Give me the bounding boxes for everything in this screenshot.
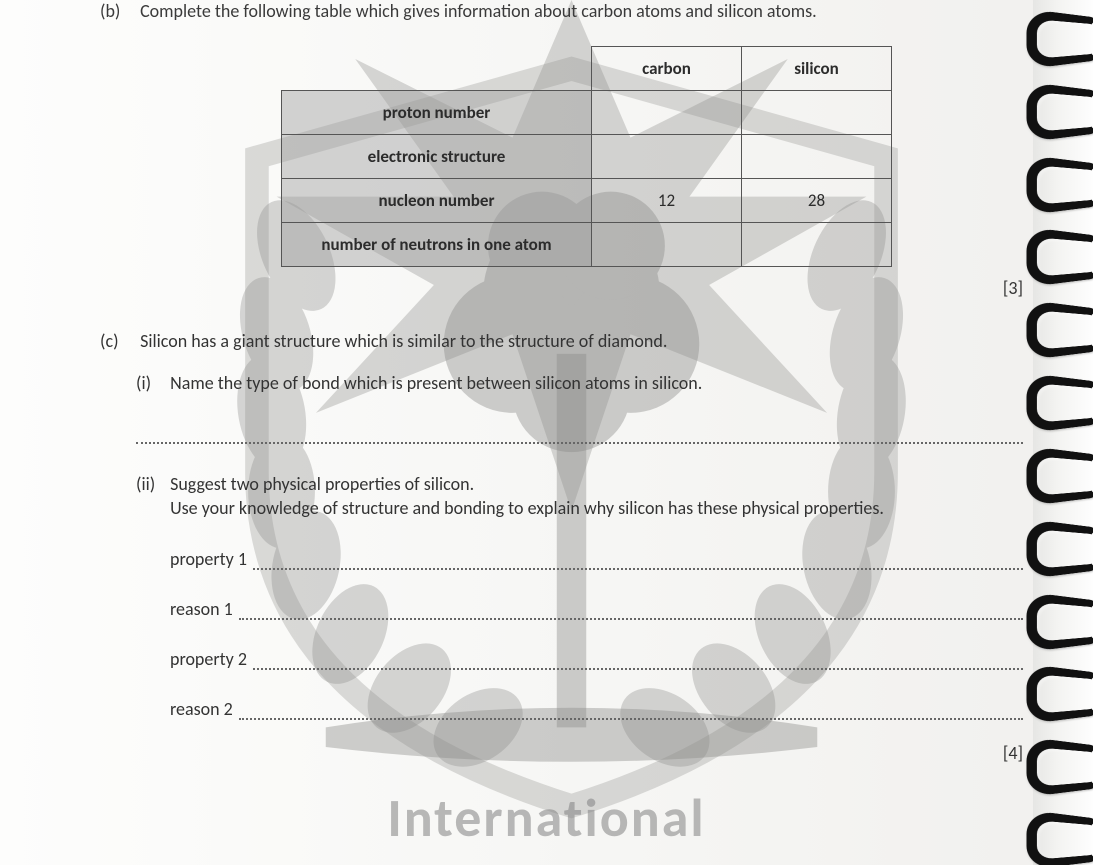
col-silicon: silicon bbox=[742, 47, 892, 91]
binding-ring bbox=[1043, 8, 1093, 56]
binding-ring bbox=[1043, 736, 1093, 784]
binding-ring bbox=[1043, 445, 1093, 493]
row-proton-number: proton number bbox=[282, 91, 592, 135]
part-c-prompt: (c) Silicon has a giant structure which … bbox=[100, 329, 1073, 353]
reason-2-label: reason 2 bbox=[170, 698, 233, 720]
part-b-label: (b) bbox=[100, 0, 136, 22]
part-c-label: (c) bbox=[100, 329, 136, 353]
binding-ring bbox=[1043, 663, 1093, 711]
table-row: nucleon number 12 28 bbox=[282, 179, 892, 223]
cell-neutrons-silicon[interactable] bbox=[742, 223, 892, 267]
cell-proton-silicon[interactable] bbox=[742, 91, 892, 135]
part-b-text: Complete the following table which gives… bbox=[140, 0, 817, 22]
cell-nucleon-carbon: 12 bbox=[592, 179, 742, 223]
part-c-ii-line1: Suggest two physical properties of silic… bbox=[170, 473, 474, 495]
cell-neutrons-carbon[interactable] bbox=[592, 223, 742, 267]
reason-1-label: reason 1 bbox=[170, 598, 233, 620]
property-1-line[interactable]: property 1 bbox=[170, 548, 1023, 570]
binding-ring bbox=[1043, 372, 1093, 420]
part-c-text: Silicon has a giant structure which is s… bbox=[140, 330, 667, 352]
table-row: electronic structure bbox=[282, 135, 892, 179]
part-c-i-prompt: (i) Name the type of bond which is prese… bbox=[136, 371, 1073, 395]
reason-2-line[interactable]: reason 2 bbox=[170, 698, 1023, 720]
property-2-label: property 2 bbox=[170, 648, 247, 670]
part-c-i-answer-line[interactable]: [1] bbox=[136, 418, 1023, 444]
part-c-ii-marks: [4] bbox=[100, 742, 1023, 764]
binding-ring bbox=[1043, 154, 1093, 202]
row-electronic-structure: electronic structure bbox=[282, 135, 592, 179]
part-c-i-label: (i) bbox=[136, 371, 166, 395]
part-c-ii-prompt: (ii) Suggest two physical properties of … bbox=[136, 472, 1073, 521]
property-2-line[interactable]: property 2 bbox=[170, 648, 1023, 670]
part-c-ii-label: (ii) bbox=[136, 472, 166, 496]
binding-ring bbox=[1043, 81, 1093, 129]
table-corner bbox=[282, 47, 592, 91]
reason-1-line[interactable]: reason 1 bbox=[170, 598, 1023, 620]
part-c-i-text: Name the type of bond which is present b… bbox=[170, 372, 702, 394]
part-b-marks: [3] bbox=[100, 277, 1023, 299]
cell-estruct-silicon[interactable] bbox=[742, 135, 892, 179]
atoms-table: carbon silicon proton number electronic … bbox=[281, 46, 892, 267]
table-row: proton number bbox=[282, 91, 892, 135]
cell-proton-carbon[interactable] bbox=[592, 91, 742, 135]
property-1-label: property 1 bbox=[170, 548, 247, 570]
table-row: number of neutrons in one atom bbox=[282, 223, 892, 267]
binding-ring bbox=[1043, 299, 1093, 347]
part-c-ii-line2: Use your knowledge of structure and bond… bbox=[170, 497, 884, 519]
row-nucleon-number: nucleon number bbox=[282, 179, 592, 223]
cell-nucleon-silicon: 28 bbox=[742, 179, 892, 223]
spiral-binding bbox=[1033, 0, 1093, 865]
cell-estruct-carbon[interactable] bbox=[592, 135, 742, 179]
watermark-text: International bbox=[0, 785, 1093, 851]
row-neutrons: number of neutrons in one atom bbox=[282, 223, 592, 267]
col-carbon: carbon bbox=[592, 47, 742, 91]
binding-ring bbox=[1043, 591, 1093, 639]
binding-ring bbox=[1043, 518, 1093, 566]
binding-ring bbox=[1043, 809, 1093, 857]
part-b-prompt: (b) Complete the following table which g… bbox=[100, 0, 1073, 22]
binding-ring bbox=[1043, 226, 1093, 274]
